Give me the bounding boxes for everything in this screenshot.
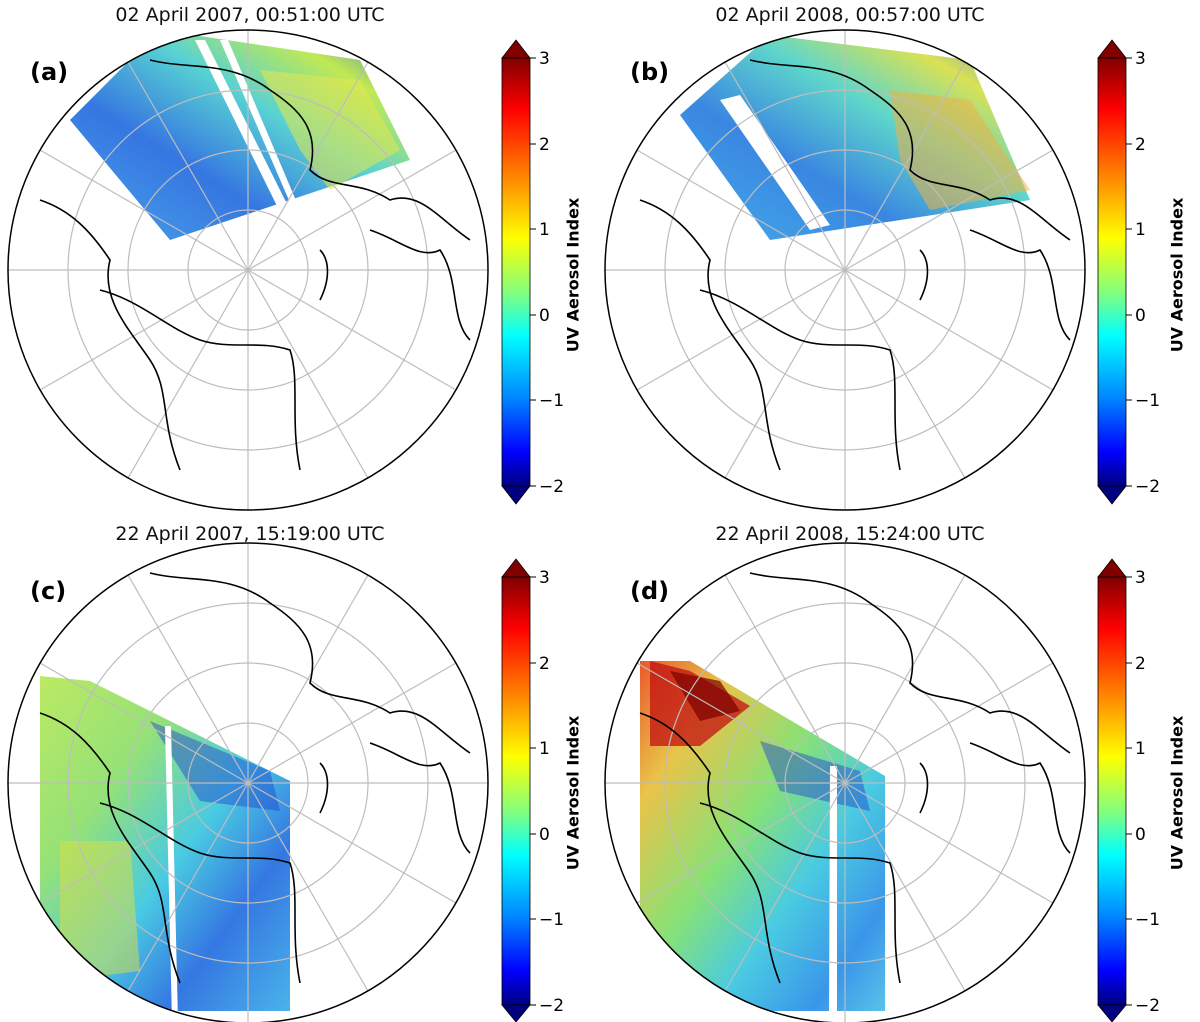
panel-letter-c: (c) bbox=[30, 577, 67, 605]
map-boundary-b bbox=[604, 29, 1086, 511]
colorbar-c: 3 2 1 0 −1 −2 bbox=[501, 558, 564, 1022]
colorbar-b: 3 2 1 0 −1 −2 bbox=[1097, 39, 1160, 505]
colorbar-tick-b-3: 0 bbox=[1135, 306, 1146, 326]
coastlines-d bbox=[639, 572, 1071, 984]
colorbar-tick-c-5: −2 bbox=[539, 996, 564, 1016]
data-layer-b bbox=[680, 35, 1030, 240]
colorbar-label-a: UV Aerosol Index bbox=[563, 197, 583, 353]
colorbar-label-c: UV Aerosol Index bbox=[563, 715, 583, 871]
coastlines-c bbox=[39, 572, 471, 984]
panel-c: 3 2 1 0 −1 −2 22 April 2007, 15:19:00 UT… bbox=[0, 511, 600, 1022]
colorbar-tick-a-3: 0 bbox=[539, 306, 550, 326]
gap-stripe-a1 bbox=[195, 40, 290, 212]
panel-title-c: 22 April 2007, 15:19:00 UTC bbox=[115, 523, 385, 545]
polar-map-b: 3 2 1 0 −1 −2 bbox=[604, 29, 1160, 511]
colorbar-tick-d-1: 2 bbox=[1135, 654, 1146, 674]
gap-stripe-d bbox=[829, 766, 837, 1022]
colorbar-tick-c-0: 3 bbox=[539, 568, 550, 588]
panel-title-a: 02 April 2007, 00:51:00 UTC bbox=[115, 4, 385, 26]
graticule-c bbox=[8, 543, 488, 1022]
low-aerosol-d bbox=[760, 741, 870, 811]
colorbar-tick-a-0: 3 bbox=[539, 49, 550, 69]
panel-letter-b: (b) bbox=[630, 58, 670, 86]
colorbar-tick-b-5: −2 bbox=[1135, 477, 1160, 497]
panel-d: 3 2 1 0 −1 −2 22 April 2008, 15:24:00 UT… bbox=[600, 511, 1200, 1022]
colorbar-tick-d-0: 3 bbox=[1135, 568, 1146, 588]
graticule-b bbox=[605, 30, 1085, 510]
map-boundary-a bbox=[7, 29, 489, 511]
panel-title-b: 02 April 2008, 00:57:00 UTC bbox=[715, 4, 985, 26]
data-layer-c bbox=[40, 676, 290, 1022]
panel-letter-d: (d) bbox=[630, 577, 670, 605]
panel-title-d: 22 April 2008, 15:24:00 UTC bbox=[715, 523, 985, 545]
panel-b: 3 2 1 0 −1 −2 02 April 2008, 00:57:00 UT… bbox=[600, 0, 1200, 511]
colorbar-tick-b-0: 3 bbox=[1135, 49, 1146, 69]
colorbar-label-b: UV Aerosol Index bbox=[1167, 197, 1187, 353]
colorbar-tick-d-2: 1 bbox=[1135, 739, 1146, 759]
polar-map-a: 3 2 1 0 −1 −2 bbox=[7, 29, 564, 511]
colorbar-tick-c-3: 0 bbox=[539, 825, 550, 845]
colorbar-tick-a-1: 2 bbox=[539, 135, 550, 155]
colorbar-tick-c-2: 1 bbox=[539, 739, 550, 759]
polar-map-d: 3 2 1 0 −1 −2 bbox=[604, 542, 1160, 1022]
colorbar-tick-d-4: −1 bbox=[1135, 910, 1160, 930]
colorbar-tick-c-1: 2 bbox=[539, 654, 550, 674]
omi-swath-d bbox=[640, 661, 885, 1011]
data-layer-d bbox=[640, 661, 885, 1022]
colorbar-tick-c-4: −1 bbox=[539, 910, 564, 930]
colorbar-tick-d-3: 0 bbox=[1135, 825, 1146, 845]
mid-aerosol-c bbox=[60, 841, 140, 981]
coastlines-b bbox=[639, 59, 1071, 471]
panel-a: 3 2 1 0 −1 −2 02 April 2007, 00:51:00 UT… bbox=[0, 0, 600, 511]
colorbar-d: 3 2 1 0 −1 −2 bbox=[1097, 558, 1160, 1022]
map-boundary-d bbox=[604, 542, 1086, 1022]
polar-map-c: 3 2 1 0 −1 −2 bbox=[7, 542, 564, 1022]
graticule-a bbox=[8, 30, 488, 510]
colorbar-tick-b-1: 2 bbox=[1135, 135, 1146, 155]
colorbar-tick-a-4: −1 bbox=[539, 391, 564, 411]
graticule-d bbox=[605, 543, 1085, 1022]
gap-stripe-a2 bbox=[220, 40, 300, 212]
colorbar-tick-b-4: −1 bbox=[1135, 391, 1160, 411]
colorbar-label-d: UV Aerosol Index bbox=[1167, 715, 1187, 871]
colorbar-tick-b-2: 1 bbox=[1135, 220, 1146, 240]
coastlines-a bbox=[39, 59, 471, 471]
colorbar-tick-a-2: 1 bbox=[539, 220, 550, 240]
panel-letter-a: (a) bbox=[30, 58, 69, 86]
enhanced-aerosol-a bbox=[260, 70, 400, 190]
smoke-plume-d bbox=[670, 671, 740, 721]
data-layer-a bbox=[70, 30, 410, 240]
colorbar-tick-a-5: −2 bbox=[539, 477, 564, 497]
map-boundary-c bbox=[7, 542, 489, 1022]
colorbar-a: 3 2 1 0 −1 −2 bbox=[501, 39, 564, 505]
colorbar-tick-d-5: −2 bbox=[1135, 996, 1160, 1016]
